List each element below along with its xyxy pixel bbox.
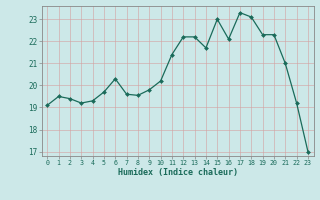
X-axis label: Humidex (Indice chaleur): Humidex (Indice chaleur) xyxy=(118,168,237,177)
